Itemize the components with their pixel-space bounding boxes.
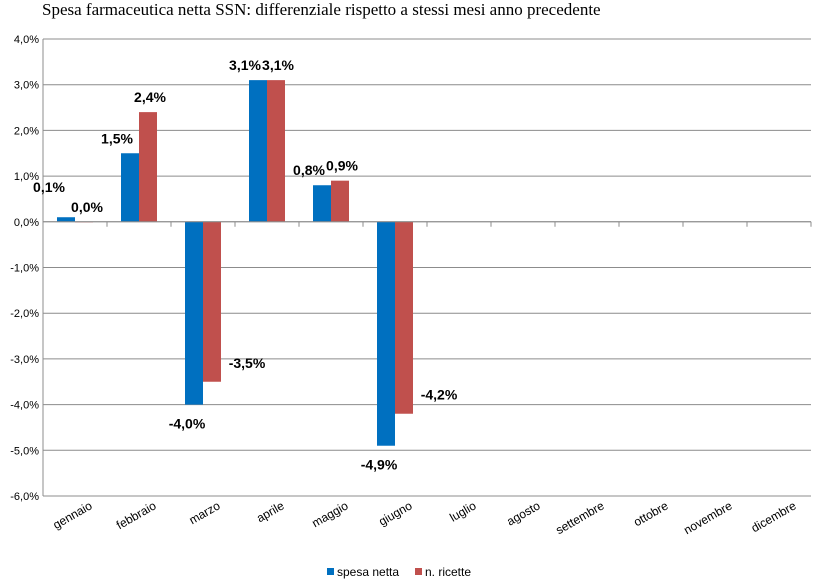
data-label: 0,8% [293,162,325,178]
category-label: giugno [376,498,414,528]
y-tick-label: 2,0% [14,125,39,137]
y-tick-label: 4,0% [14,34,39,46]
legend-label: spesa netta [337,565,399,579]
y-tick-label: -4,0% [10,400,39,412]
data-label: 2,4% [134,89,166,105]
legend-label: n. ricette [425,565,471,579]
data-label: 0,9% [326,158,358,174]
y-tick-label: 1,0% [14,171,39,183]
data-label: -4,2% [421,387,458,403]
bar-spesa-netta [57,217,75,222]
category-label: novembre [681,498,734,537]
bar-spesa-netta [249,80,267,222]
bar-n-ricette [203,221,221,382]
category-label: luglio [447,498,479,524]
y-tick-label: -3,0% [10,354,39,366]
y-tick-label: 3,0% [14,80,39,92]
bar-n-ricette [267,80,285,222]
category-label: maggio [309,498,350,530]
data-label: 0,1% [33,179,65,195]
data-label: 0,0% [71,199,103,215]
category-label: ottobre [631,498,671,529]
legend-swatch [327,568,334,575]
bar-n-ricette [139,112,157,222]
y-tick-label: -5,0% [10,445,39,457]
data-label: -4,0% [169,416,206,432]
data-label: -3,5% [229,355,266,371]
data-label: -4,9% [361,457,398,473]
y-tick-label: -2,0% [10,308,39,320]
bar-spesa-netta [185,221,203,405]
y-tick-label: -6,0% [10,491,39,503]
category-label: aprile [254,498,287,525]
data-label: 3,1% [229,57,261,73]
category-label: febbraio [114,498,159,532]
category-label: marzo [187,498,223,527]
data-label: 3,1% [262,57,294,73]
legend-swatch [415,568,422,575]
category-label: settembre [553,498,606,537]
chart-title: Spesa farmaceutica netta SSN: differenzi… [42,0,601,19]
y-tick-label: -1,0% [10,263,39,275]
data-label: 1,5% [101,130,133,146]
bar-spesa-netta [313,185,331,222]
bar-spesa-netta [121,153,139,222]
y-tick-label: 0,0% [14,217,39,229]
bar-n-ricette [395,221,413,414]
category-label: gennaio [51,498,95,532]
bar-n-ricette [331,180,349,222]
category-label: dicembre [749,498,799,535]
category-label: agosto [504,498,542,528]
bar-spesa-netta [377,221,395,446]
